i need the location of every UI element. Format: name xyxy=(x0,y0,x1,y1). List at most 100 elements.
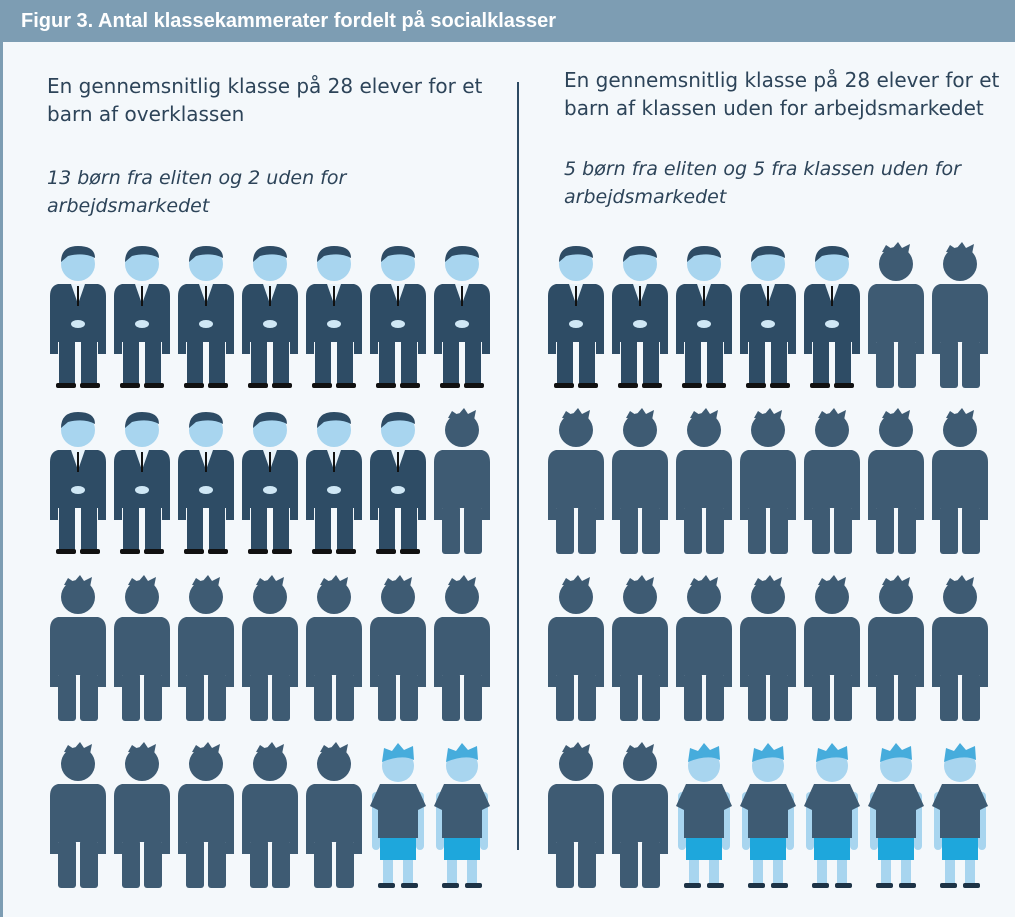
leg xyxy=(58,673,76,721)
hands xyxy=(569,320,583,328)
leg xyxy=(940,673,958,721)
head xyxy=(189,747,223,781)
leg xyxy=(620,840,638,888)
hair xyxy=(317,412,351,428)
leg xyxy=(464,506,482,554)
person-icon xyxy=(804,246,860,388)
person-icon xyxy=(932,408,988,554)
person-icon xyxy=(114,742,170,888)
body xyxy=(370,450,426,520)
shirt xyxy=(868,784,924,838)
body xyxy=(306,617,362,687)
shoe xyxy=(442,883,459,888)
leg xyxy=(315,340,331,384)
figure-title: Figur 3. Antal klassekammerater fordelt … xyxy=(3,0,1015,42)
leg xyxy=(273,506,289,550)
body xyxy=(178,450,234,520)
shoe xyxy=(707,883,724,888)
shoe xyxy=(770,383,790,388)
shoe xyxy=(56,383,76,388)
shoe xyxy=(771,883,788,888)
shoe xyxy=(312,549,332,554)
person-icon xyxy=(242,412,298,554)
person-icon xyxy=(932,575,988,721)
leg xyxy=(145,340,161,384)
person-icon xyxy=(242,246,298,388)
leg xyxy=(748,673,766,721)
person-icon xyxy=(612,575,668,721)
body xyxy=(612,450,668,520)
person-icon xyxy=(740,743,796,888)
person-icon xyxy=(434,575,490,721)
head xyxy=(253,580,287,614)
head xyxy=(623,413,657,447)
body xyxy=(868,617,924,687)
person-icon xyxy=(434,743,490,888)
leg xyxy=(379,340,395,384)
hair xyxy=(317,246,351,262)
leg xyxy=(401,340,417,384)
head xyxy=(445,580,479,614)
shoe xyxy=(80,549,100,554)
hair xyxy=(61,246,95,262)
leg xyxy=(642,673,660,721)
leg xyxy=(442,506,460,554)
panel-heading: En gennemsnitlig klasse på 28 elever for… xyxy=(47,74,483,126)
leg xyxy=(771,340,787,384)
leg xyxy=(556,673,574,721)
leg xyxy=(208,840,226,888)
person-icon xyxy=(114,575,170,721)
leg xyxy=(314,673,332,721)
shoe xyxy=(682,383,702,388)
body xyxy=(740,450,796,520)
leg xyxy=(209,340,225,384)
shirt xyxy=(676,784,732,838)
person-icon xyxy=(612,246,668,388)
shoe xyxy=(578,383,598,388)
leg xyxy=(940,506,958,554)
leg xyxy=(58,840,76,888)
hands xyxy=(263,320,277,328)
person-icon xyxy=(612,408,668,554)
leg xyxy=(187,506,203,550)
shoe xyxy=(208,549,228,554)
head xyxy=(125,580,159,614)
shorts xyxy=(878,838,914,860)
leg xyxy=(945,860,955,884)
hands xyxy=(825,320,839,328)
shoe xyxy=(312,383,332,388)
hands xyxy=(263,486,277,494)
leg xyxy=(467,860,477,884)
hands xyxy=(633,320,647,328)
leg xyxy=(336,673,354,721)
hair xyxy=(751,246,785,262)
hands xyxy=(135,320,149,328)
leg xyxy=(186,840,204,888)
body xyxy=(932,450,988,520)
person-icon xyxy=(676,246,732,388)
body xyxy=(740,284,796,354)
head xyxy=(559,580,593,614)
person-icon xyxy=(868,408,924,554)
leg xyxy=(208,673,226,721)
head xyxy=(61,747,95,781)
hair xyxy=(382,743,414,762)
body xyxy=(114,450,170,520)
person-icon xyxy=(740,246,796,388)
hair xyxy=(559,246,593,262)
leg xyxy=(272,840,290,888)
head xyxy=(445,413,479,447)
shoe xyxy=(464,383,484,388)
head xyxy=(943,247,977,281)
body xyxy=(612,784,668,854)
leg xyxy=(578,506,596,554)
shoe xyxy=(376,383,396,388)
leg xyxy=(685,340,701,384)
person-icon xyxy=(114,246,170,388)
leg xyxy=(706,506,724,554)
leg xyxy=(876,673,894,721)
body xyxy=(114,784,170,854)
hands xyxy=(327,486,341,494)
hair xyxy=(445,246,479,262)
leg xyxy=(898,506,916,554)
